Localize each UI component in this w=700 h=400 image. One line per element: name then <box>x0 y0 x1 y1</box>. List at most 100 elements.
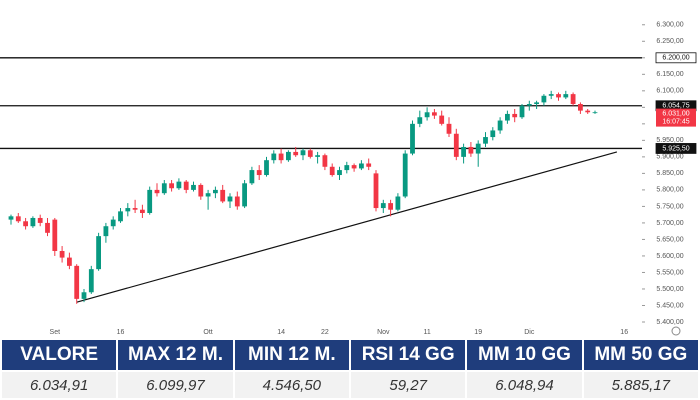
candle-body <box>439 115 445 124</box>
candle-body <box>81 292 87 299</box>
candle-body <box>264 160 269 176</box>
chart: 5.400,00 5.450,00 5.500,00 5.550,00 5.600,00… <box>0 22 697 336</box>
candle-body <box>74 265 80 299</box>
value-cell: 6.099,97 <box>116 370 235 400</box>
candle-body <box>96 236 101 270</box>
candle-body <box>154 189 160 194</box>
header-cell: MM 10 GG <box>465 338 584 372</box>
trendline <box>76 151 618 303</box>
candle-body <box>526 104 532 106</box>
candle-body <box>271 153 277 161</box>
value-row: 6.034,91 6.099,97 4.546,50 59,27 6.048,9… <box>0 370 700 400</box>
candle-body <box>432 112 437 116</box>
value-cell: 4.546,50 <box>232 370 351 400</box>
x-tick-label: 16 <box>117 329 125 336</box>
x-tick-label: Ott <box>203 329 212 336</box>
x-tick-label: 19 <box>474 329 482 336</box>
candle-body <box>402 153 408 197</box>
candle-body <box>424 112 430 118</box>
candle-body <box>351 165 357 169</box>
candle-body <box>505 113 510 121</box>
price-tag-label: 6.031,00 <box>662 110 689 117</box>
y-tick-label: 5.850,00 <box>656 170 683 177</box>
y-tick-label: 5.650,00 <box>656 236 683 243</box>
candle-body <box>293 151 299 156</box>
y-tick-label: 5.700,00 <box>656 220 683 227</box>
candle-body <box>37 217 43 223</box>
candle-body <box>556 94 561 98</box>
candle-body <box>278 153 284 161</box>
candle-body <box>227 196 233 202</box>
value-cell: 6.048,94 <box>465 370 584 400</box>
candle-body <box>395 196 401 210</box>
y-tick-label: 5.600,00 <box>656 253 683 260</box>
candle-body <box>373 173 379 209</box>
candle-body <box>300 150 306 156</box>
price-line-box <box>655 52 697 64</box>
value-cell: 5.885,17 <box>581 370 700 400</box>
y-tick-label: 5.550,00 <box>656 269 683 276</box>
value-cell: 6.034,91 <box>0 370 119 400</box>
candle-body <box>8 216 14 220</box>
candle-body <box>512 113 518 118</box>
y-tick-label: 6.250,00 <box>656 38 683 45</box>
candle-body <box>23 221 28 227</box>
candle-body <box>140 209 145 214</box>
price-line-label: 5.925,50 <box>662 145 689 152</box>
candle-body <box>191 184 196 190</box>
candle-body <box>198 184 204 197</box>
y-tick-label: 5.800,00 <box>656 187 683 194</box>
header-cell: VALORE <box>0 338 119 372</box>
candle-body <box>234 196 240 207</box>
candle-body <box>52 219 58 251</box>
candle-body <box>329 166 335 176</box>
x-tick-label: Dic <box>524 329 535 336</box>
y-tick-label: 6.300,00 <box>656 22 683 29</box>
candle-body <box>519 105 525 118</box>
candle-body <box>417 117 423 124</box>
countdown: 16:07:45 <box>662 118 689 125</box>
header-cell: MAX 12 M. <box>116 338 235 372</box>
candle-body <box>59 250 65 258</box>
y-tick-label: 5.500,00 <box>656 286 683 293</box>
candle-body <box>220 189 226 202</box>
x-tick-label: Set <box>50 329 61 336</box>
candle-body <box>490 130 496 138</box>
candle-body <box>249 170 255 184</box>
candle-body <box>337 170 342 176</box>
settings-icon <box>671 326 681 336</box>
candle-body <box>103 226 109 237</box>
price-line-box <box>655 143 697 154</box>
candle-body <box>585 110 591 113</box>
y-tick-label: 6.150,00 <box>656 71 683 78</box>
candle-body <box>45 222 50 233</box>
candle-body <box>592 112 598 114</box>
candle-body <box>315 155 320 157</box>
candle-body <box>242 183 247 207</box>
header-cell: MM 50 GG <box>581 338 700 372</box>
price-line-label: 6.054,75 <box>662 103 689 110</box>
candle-body <box>541 95 547 103</box>
header-cell: MIN 12 M. <box>232 338 351 372</box>
candle-body <box>534 102 539 105</box>
x-tick-label: 11 <box>423 329 430 336</box>
x-tick-label: Nov <box>377 329 390 336</box>
candle-body <box>169 183 174 189</box>
candle-body <box>578 104 583 111</box>
candle-body <box>483 137 488 144</box>
candle-body <box>176 181 182 189</box>
candle-body <box>161 183 167 194</box>
candle-body <box>15 216 21 222</box>
candle-body <box>344 165 350 171</box>
y-tick-label: 5.450,00 <box>656 302 683 309</box>
candle-body <box>388 203 393 210</box>
header-cell: RSI 14 GG <box>348 338 468 372</box>
candle-body <box>446 123 452 134</box>
candle-body <box>410 123 415 154</box>
y-tick-label: 6.100,00 <box>656 88 683 95</box>
candle-body <box>570 94 576 105</box>
candle-body <box>88 269 94 293</box>
candle-body <box>125 208 131 212</box>
candle-body <box>468 146 474 154</box>
